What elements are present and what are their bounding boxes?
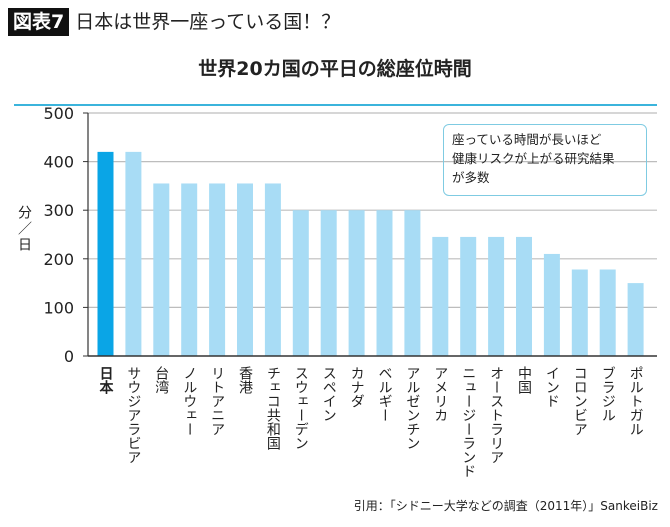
y-tick-label: 500 <box>43 104 74 123</box>
y-tick-label: 0 <box>64 347 74 366</box>
bar-香港 <box>237 183 253 356</box>
source-citation: 引用：「シドニー大学などの調査（2011年）」SankeiBiz <box>353 499 658 513</box>
bar-スペイン <box>320 210 337 356</box>
bar-アルゼンチン <box>404 210 421 356</box>
x-tick-label: アルゼンチン <box>404 366 420 450</box>
x-tick-label: ベルギー <box>377 366 393 422</box>
chart-title: 世界20カ国の平日の総座位時間 <box>198 58 472 80</box>
bar-サウジアラビア <box>125 151 142 356</box>
x-tick-label: スウェーデン <box>293 366 309 450</box>
x-tick-label: ニュージーランド <box>460 366 476 478</box>
headline: 日本は世界一座っている国！？ <box>75 11 341 33</box>
figure-badge: 図表7 <box>8 8 70 36</box>
annotation-box: 座っている時間が長いほど 健康リスクが上がる研究結果 が多数 <box>443 124 647 196</box>
x-tick-label: サウジアラビア <box>125 366 141 464</box>
x-tick-label: インド <box>544 366 560 408</box>
bar-ノルウェー <box>181 183 198 356</box>
header: 図表7 日本は世界一座っている国！？ <box>8 8 340 36</box>
bar-コロンビア <box>571 269 588 356</box>
bar-ニュージーランド <box>460 236 477 356</box>
bar-リトアニア <box>209 183 226 356</box>
x-tick-label: チェコ共和国 <box>265 366 281 450</box>
x-tick-label: ポルトガル <box>628 366 644 436</box>
x-tick-label: ブラジル <box>600 366 616 422</box>
annotation-line: が多数 <box>452 170 490 185</box>
x-tick-label: 日本 <box>98 366 114 395</box>
bar-ポルトガル <box>627 283 644 356</box>
bar-中国 <box>516 236 532 356</box>
bar-台湾 <box>153 183 170 356</box>
bar-ベルギー <box>376 210 393 356</box>
y-tick-label: 300 <box>43 201 74 220</box>
y-tick-label: 400 <box>43 153 74 172</box>
y-tick-label: 100 <box>43 298 74 317</box>
y-tick-label: 200 <box>43 250 74 269</box>
annotation-line: 座っている時間が長いほど <box>452 132 602 147</box>
bar-ブラジル <box>599 269 616 356</box>
annotation-line: 健康リスクが上がる研究結果 <box>452 151 615 166</box>
bar-インド <box>543 253 560 356</box>
bar-カナダ <box>348 210 365 356</box>
bar-日本 <box>97 151 114 356</box>
bar-チェコ共和国 <box>264 183 281 356</box>
x-tick-label: オーストラリア <box>488 366 504 464</box>
bar-スウェーデン <box>292 210 309 356</box>
x-tick-label: 台湾 <box>153 366 169 394</box>
bar-アメリカ <box>432 236 449 356</box>
x-tick-label: カナダ <box>349 366 365 408</box>
x-tick-label: 中国 <box>516 366 532 394</box>
bar-オーストラリア <box>488 236 505 356</box>
x-tick-label: 香港 <box>237 366 253 394</box>
title-divider <box>14 104 657 106</box>
x-tick-label: ノルウェー <box>181 366 197 436</box>
x-tick-label: スペイン <box>321 366 337 422</box>
x-tick-label: アメリカ <box>432 366 448 422</box>
y-axis-label: 分／日 <box>16 205 32 253</box>
x-tick-label: リトアニア <box>209 366 225 436</box>
x-tick-label: コロンビア <box>572 366 588 436</box>
